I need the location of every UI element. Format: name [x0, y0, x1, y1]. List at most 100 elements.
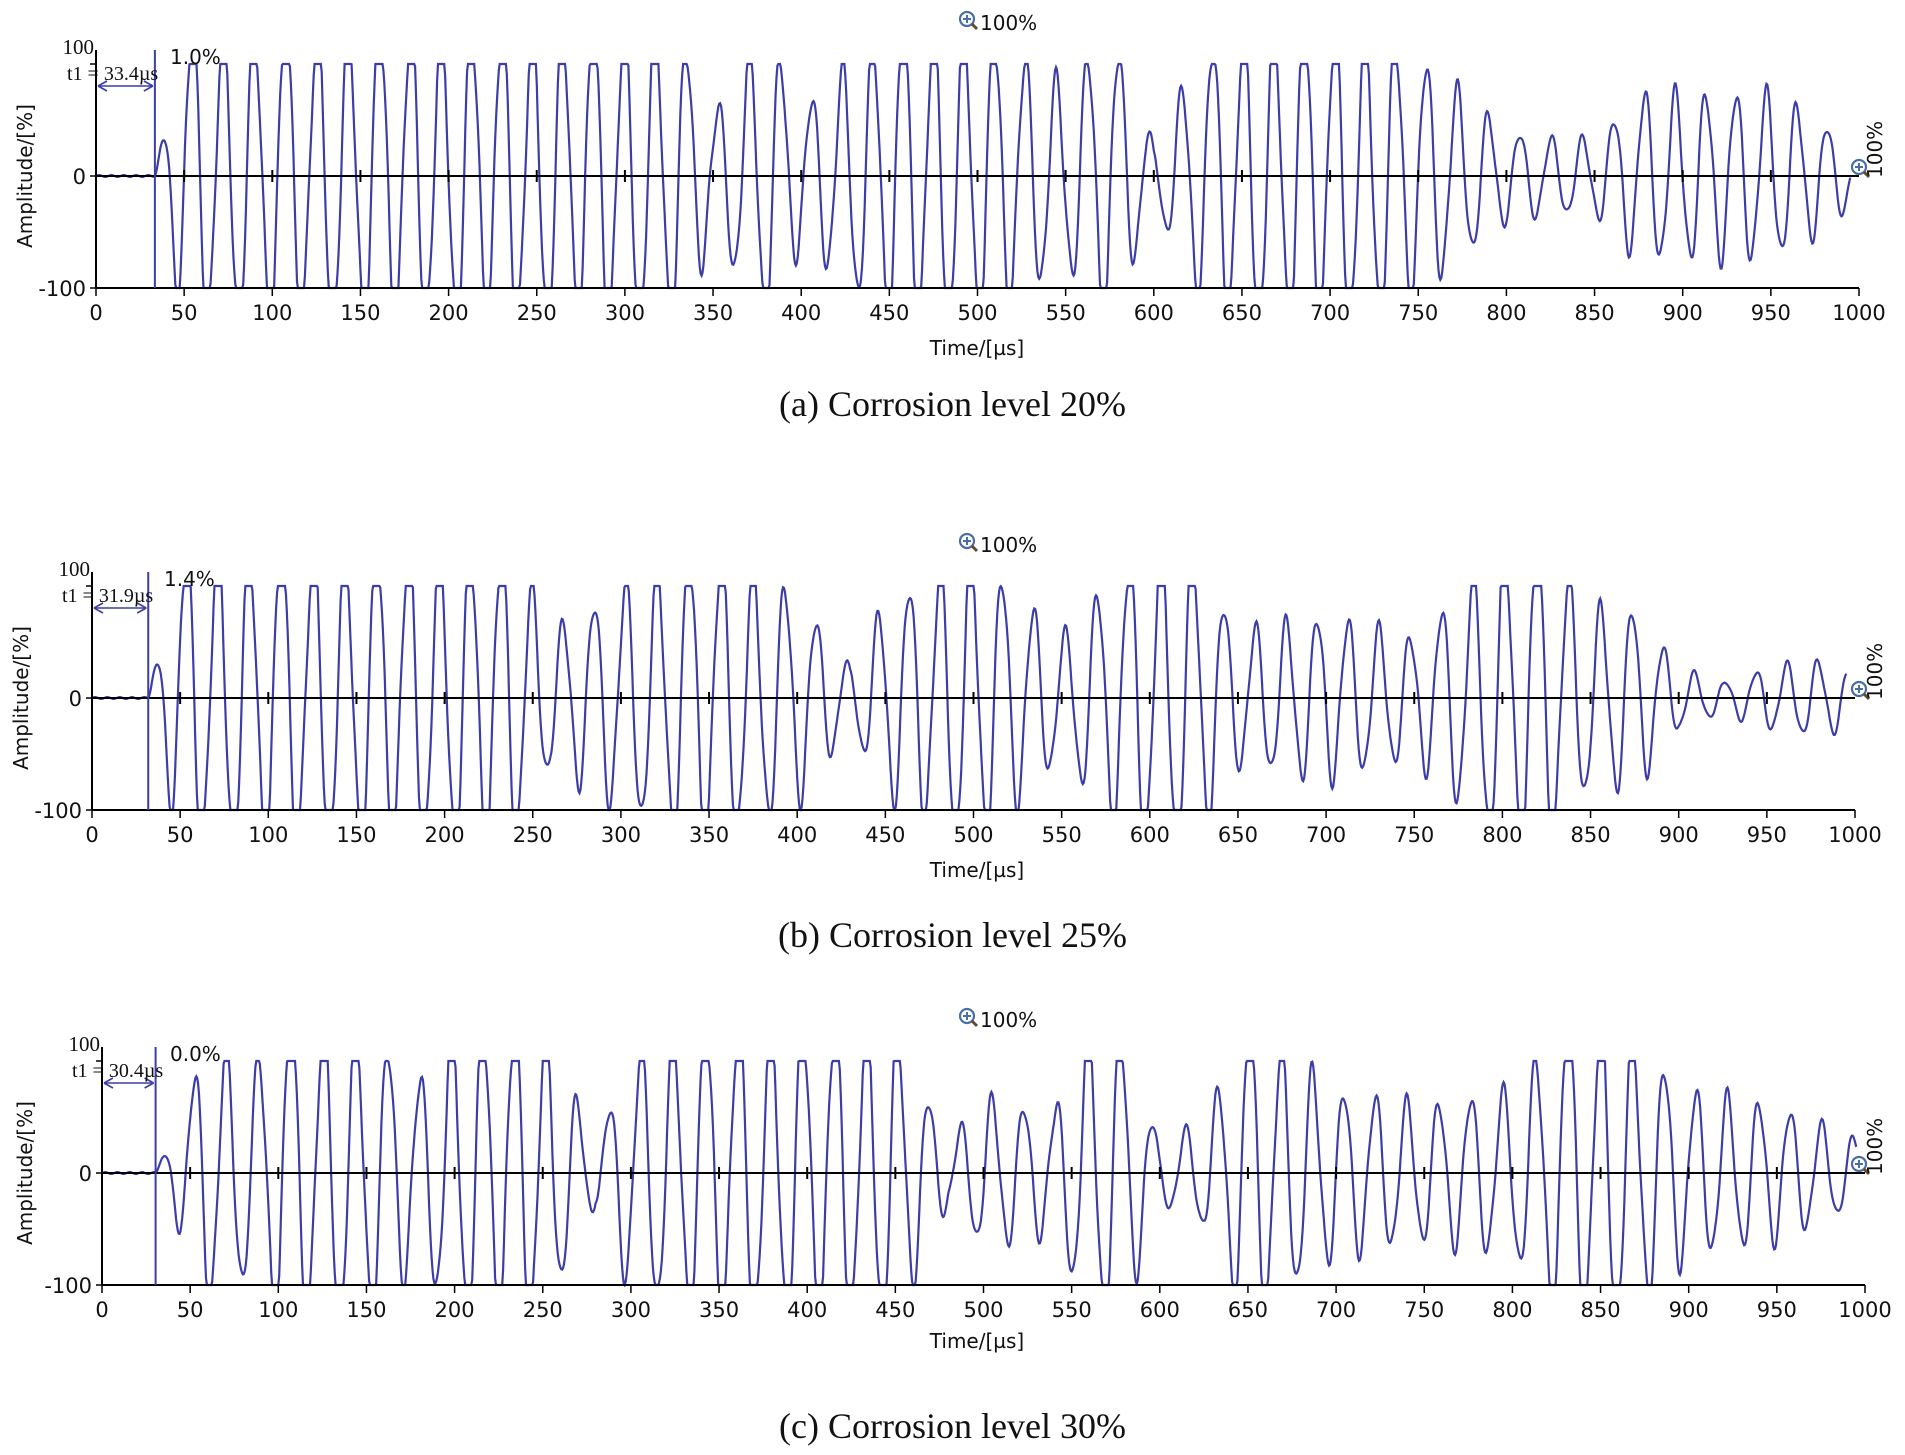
x-tick-label: 150: [336, 823, 376, 847]
cursor-value-label: 1.4%: [164, 567, 215, 591]
x-tick-label: 550: [1046, 301, 1086, 325]
zoom-top-control[interactable]: 100%: [958, 532, 1037, 557]
x-tick-label: 450: [869, 301, 909, 325]
x-tick-label: 300: [611, 1298, 651, 1322]
x-tick-label: 750: [1404, 1298, 1444, 1322]
x-tick-label: 700: [1306, 823, 1346, 847]
zoom-right-control[interactable]: 100%: [1850, 643, 1887, 701]
x-tick-label: 200: [429, 301, 469, 325]
x-tick-label: 50: [171, 301, 198, 325]
x-tick-label: 350: [689, 823, 729, 847]
y-tick-label: 0: [69, 687, 82, 711]
x-tick-label: 500: [953, 823, 993, 847]
x-tick-label: 0: [95, 1298, 108, 1322]
x-tick-label: 750: [1394, 823, 1434, 847]
zoom-right-control[interactable]: 100%: [1850, 121, 1887, 179]
t1-marker-label: t1 = 31.9µs: [62, 585, 153, 607]
zoom-right-label: 100%: [1863, 121, 1887, 178]
x-tick-label: 900: [1663, 301, 1703, 325]
x-tick-label: 350: [693, 301, 733, 325]
zoom-right-control[interactable]: 100%: [1850, 1118, 1887, 1176]
x-tick-label: 200: [435, 1298, 475, 1322]
y-axis-label: Amplitude/[%]: [13, 104, 37, 248]
magnifier-plus-icon: [958, 1007, 979, 1028]
x-tick-label: 100: [248, 823, 288, 847]
y-tick-label: -100: [38, 277, 86, 301]
zoom-top-label: 100%: [980, 1008, 1037, 1032]
magnifier-plus-icon: [1850, 680, 1871, 701]
x-tick-label: 100: [252, 301, 292, 325]
x-tick-label: 850: [1581, 1298, 1621, 1322]
x-tick-label: 50: [167, 823, 194, 847]
x-tick-label: 600: [1130, 823, 1170, 847]
zoom-top-label: 100%: [980, 533, 1037, 557]
magnifier-plus-icon: [958, 532, 979, 553]
x-tick-label: 800: [1482, 823, 1522, 847]
x-tick-label: 950: [1751, 301, 1791, 325]
y-tick-label: 100: [59, 557, 91, 581]
chart-panel-b: 0 50 100 150 200 250 300 350 400 450 500 550 600 650 7…: [0, 522, 1905, 955]
x-tick-label: 900: [1669, 1298, 1709, 1322]
x-axis-label: Time/[µs]: [929, 336, 1024, 360]
x-tick-label: 600: [1134, 301, 1174, 325]
x-tick-label: 450: [865, 823, 905, 847]
x-tick-label: 800: [1486, 301, 1526, 325]
x-tick-label: 250: [517, 301, 557, 325]
magnifier-plus-icon: [1850, 1155, 1871, 1176]
t1-marker-label: t1 = 30.4µs: [72, 1060, 163, 1082]
x-tick-label: 1000: [1838, 1298, 1891, 1322]
magnifier-plus-icon: [1850, 158, 1871, 179]
x-tick-label: 700: [1310, 301, 1350, 325]
cursor-value-label: 0.0%: [170, 1042, 221, 1066]
y-tick-label: 100: [63, 35, 95, 59]
x-tick-label: 1000: [1832, 301, 1885, 325]
t1-arrowheads: [103, 1077, 154, 1089]
x-tick-label: 650: [1222, 301, 1262, 325]
x-tick-label: 500: [963, 1298, 1003, 1322]
panel-caption: (a) Corrosion level 20%: [779, 384, 1126, 424]
x-axis-label: Time/[µs]: [929, 1329, 1024, 1353]
t1-arrowheads: [97, 80, 154, 92]
zoom-right-label: 100%: [1863, 643, 1887, 700]
x-tick-label: 400: [781, 301, 821, 325]
x-axis-label: Time/[µs]: [929, 858, 1024, 882]
x-tick-label: 0: [85, 823, 98, 847]
x-tick-label: 400: [787, 1298, 827, 1322]
x-tick-label: 450: [875, 1298, 915, 1322]
zoom-top-control[interactable]: 100%: [958, 1007, 1037, 1032]
x-tick-label: 850: [1571, 823, 1611, 847]
y-axis-label: Amplitude/[%]: [13, 1101, 37, 1245]
cursor-value-label: 1.0%: [170, 45, 221, 69]
x-tick-label: 200: [425, 823, 465, 847]
chart-panel-c: 0 50 100 150 200 250 300 350 400 450 500 550 600 650 7…: [0, 997, 1905, 1455]
x-tick-label: 600: [1140, 1298, 1180, 1322]
x-tick-label: 950: [1757, 1298, 1797, 1322]
zoom-right-label: 100%: [1863, 1118, 1887, 1175]
zoom-top-control[interactable]: 100%: [958, 10, 1037, 35]
signal-series-line: [95, 62, 1852, 290]
x-tick-label: 650: [1218, 823, 1258, 847]
panel-caption: (c) Corrosion level 30%: [779, 1406, 1126, 1446]
x-tick-label: 250: [513, 823, 553, 847]
x-tick-label: 1000: [1828, 823, 1881, 847]
x-tick-label: 800: [1492, 1298, 1532, 1322]
x-tick-label: 650: [1228, 1298, 1268, 1322]
x-tick-label: 900: [1659, 823, 1699, 847]
panel-caption: (b) Corrosion level 25%: [778, 915, 1127, 955]
chart-b-svg: 0 50 100 150 200 250 300 350 400 450 500 550 600 650 7…: [9, 532, 1887, 882]
chart-a-svg: 0 50 100 150 200 250 300 350 400 450 500 550 600 650 7…: [13, 10, 1887, 360]
x-tick-label: 50: [177, 1298, 204, 1322]
t1-marker-label: t1 = 33.4µs: [67, 63, 158, 85]
y-tick-label: 100: [69, 1032, 101, 1056]
y-axis-label: Amplitude/[%]: [9, 626, 33, 770]
x-tick-label: 150: [346, 1298, 386, 1322]
x-tick-label: 700: [1316, 1298, 1356, 1322]
x-tick-label: 300: [605, 301, 645, 325]
y-tick-label: 0: [79, 1162, 92, 1186]
signal-series-line: [101, 1059, 1858, 1288]
x-tick-label: 250: [523, 1298, 563, 1322]
x-tick-label: 550: [1042, 823, 1082, 847]
chart-panel-a: 0 50 100 150 200 250 300 350 400 450 500 550 600 650 7…: [0, 0, 1905, 424]
y-tick-label: 0: [73, 165, 86, 189]
x-tick-label: 850: [1575, 301, 1615, 325]
